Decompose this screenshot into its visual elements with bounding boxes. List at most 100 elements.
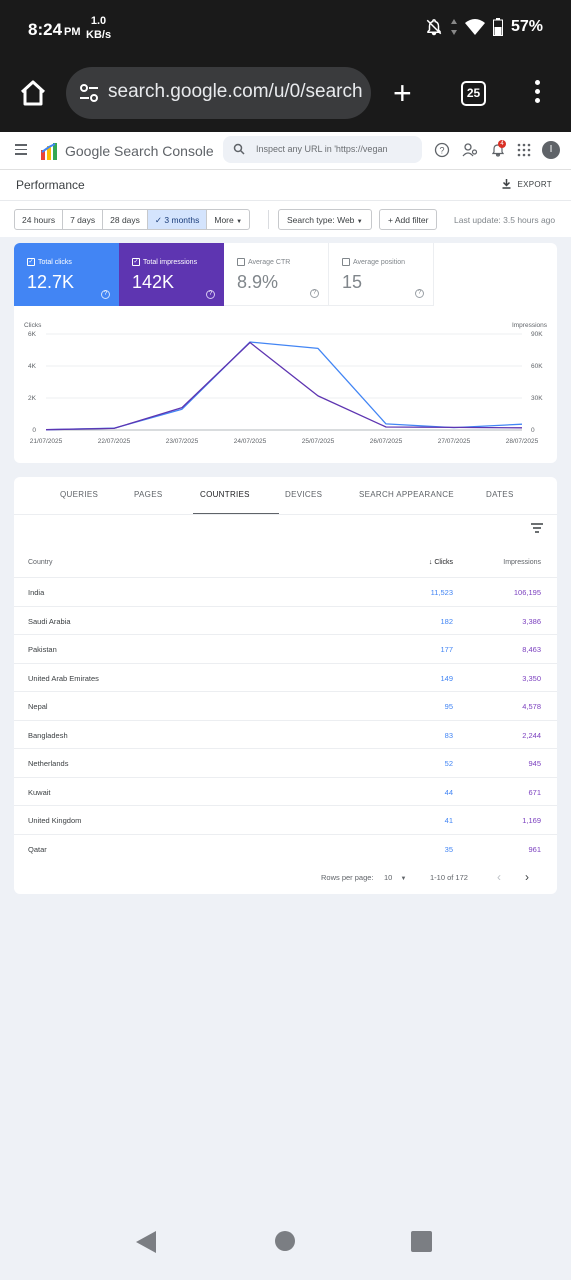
checkbox-unchecked-icon[interactable] bbox=[237, 258, 245, 266]
tab-search-appearance[interactable]: SEARCH APPEARANCE bbox=[359, 490, 454, 499]
help-icon[interactable]: ? bbox=[415, 289, 424, 298]
table-header: Country ↓ Clicks Impressions bbox=[14, 549, 557, 577]
metric-average-ctr[interactable]: Average CTR 8.9% ? bbox=[224, 243, 329, 306]
cell-clicks: 95 bbox=[444, 702, 453, 711]
table-row[interactable]: India 11,523 106,195 bbox=[14, 577, 557, 605]
add-filter-button[interactable]: + Add filter bbox=[379, 209, 438, 230]
gsc-header: Google Search Console Inspect any URL in… bbox=[0, 132, 571, 170]
checkbox-unchecked-icon[interactable] bbox=[342, 258, 350, 266]
back-icon[interactable] bbox=[135, 1230, 157, 1254]
cell-country: Bangladesh bbox=[28, 730, 68, 740]
menu-icon[interactable] bbox=[15, 144, 27, 158]
table-row[interactable]: Saudi Arabia 182 3,386 bbox=[14, 605, 557, 634]
cell-country: Netherlands bbox=[28, 759, 69, 768]
left-tick-label: 4K bbox=[28, 363, 37, 370]
notification-badge: 4 bbox=[498, 140, 506, 148]
dropdown-icon: ▼ bbox=[400, 876, 407, 882]
tab-devices[interactable]: DEVICES bbox=[285, 490, 323, 499]
cell-country: Qatar bbox=[28, 844, 47, 854]
tab-dates[interactable]: DATES bbox=[486, 490, 514, 499]
help-icon[interactable]: ? bbox=[101, 290, 110, 299]
recents-icon[interactable] bbox=[411, 1231, 432, 1252]
url-text[interactable]: search.google.com/u/0/search bbox=[108, 81, 363, 102]
range-24-hours[interactable]: 24 hours bbox=[15, 210, 64, 229]
column-header-clicks[interactable]: ↓ Clicks bbox=[428, 559, 453, 566]
browser-toolbar: search.google.com/u/0/search + 25 bbox=[0, 58, 571, 132]
table-row[interactable]: Netherlands 52 945 bbox=[14, 748, 557, 776]
svg-text:?: ? bbox=[439, 146, 444, 156]
browser-menu-icon[interactable] bbox=[532, 80, 542, 106]
table-row[interactable]: Pakistan 177 8,463 bbox=[14, 634, 557, 662]
tab-countries[interactable]: COUNTRIES bbox=[200, 490, 250, 499]
filter-rows-icon[interactable] bbox=[531, 523, 543, 533]
right-tick-label: 0 bbox=[531, 427, 535, 434]
battery-percent: 57% bbox=[510, 18, 543, 35]
table-row[interactable]: United Kingdom 41 1,169 bbox=[14, 805, 557, 833]
system-nav-bar bbox=[0, 1200, 571, 1280]
battery-icon bbox=[492, 18, 503, 36]
help-icon[interactable]: ? bbox=[206, 290, 215, 299]
tab-pages[interactable]: PAGES bbox=[134, 490, 163, 499]
metric-average-position[interactable]: Average position 15 ? bbox=[329, 243, 434, 306]
column-header-country[interactable]: Country bbox=[28, 559, 53, 566]
right-tick-label: 90K bbox=[531, 331, 543, 338]
data-arrows-icon bbox=[450, 19, 457, 35]
previous-page-icon[interactable]: ‹ bbox=[497, 870, 501, 884]
cell-clicks: 41 bbox=[444, 816, 453, 825]
table-row[interactable]: Nepal 95 4,578 bbox=[14, 691, 557, 719]
checkbox-checked-icon[interactable]: ✓ bbox=[27, 258, 35, 266]
table-row[interactable]: Bangladesh 83 2,244 bbox=[14, 719, 557, 748]
product-title: Google Search Console bbox=[65, 143, 214, 159]
help-icon[interactable]: ? bbox=[434, 142, 450, 158]
account-avatar[interactable]: I bbox=[542, 141, 560, 159]
active-tab-indicator bbox=[193, 513, 279, 515]
cell-impressions: 671 bbox=[528, 787, 541, 797]
address-bar[interactable]: search.google.com/u/0/search bbox=[66, 67, 371, 119]
sort-descending-icon: ↓ bbox=[428, 559, 435, 566]
home-icon[interactable] bbox=[18, 78, 48, 108]
next-page-icon[interactable]: › bbox=[525, 870, 529, 884]
manage-users-icon[interactable] bbox=[462, 142, 478, 158]
check-icon: ✓ bbox=[154, 215, 165, 225]
search-console-logo bbox=[41, 143, 57, 160]
tab-queries[interactable]: QUERIES bbox=[60, 490, 99, 499]
cell-country: United Kingdom bbox=[28, 816, 82, 825]
status-bar: 8:24 PM 1.0 KB/s 57% bbox=[0, 0, 571, 58]
range-3-months[interactable]: ✓ 3 months bbox=[147, 210, 208, 229]
rows-per-page-select[interactable]: 10 ▼ bbox=[384, 873, 407, 882]
x-tick-label: 23/07/2025 bbox=[166, 438, 199, 445]
search-icon bbox=[233, 143, 245, 155]
site-settings-icon[interactable] bbox=[78, 82, 100, 104]
home-nav-icon[interactable] bbox=[274, 1230, 296, 1252]
table-row[interactable]: Qatar 35 961 bbox=[14, 833, 557, 862]
new-tab-button[interactable]: + bbox=[393, 75, 412, 111]
table-row[interactable]: Kuwait 44 671 bbox=[14, 776, 557, 805]
help-icon[interactable]: ? bbox=[310, 289, 319, 298]
range-28-days[interactable]: 28 days bbox=[103, 210, 148, 229]
dropdown-icon: ▼ bbox=[356, 219, 363, 225]
range-7-days[interactable]: 7 days bbox=[63, 210, 104, 229]
range-more[interactable]: More ▼ bbox=[214, 215, 243, 225]
apps-grid-icon[interactable] bbox=[516, 142, 532, 158]
cell-impressions: 3,350 bbox=[522, 673, 541, 683]
table-row[interactable]: United Arab Emirates 149 3,350 bbox=[14, 662, 557, 691]
cell-clicks: 182 bbox=[440, 616, 453, 626]
filter-bar: 24 hours 7 days 28 days ✓ 3 months More … bbox=[0, 201, 571, 237]
cell-clicks: 149 bbox=[440, 673, 453, 683]
export-button[interactable]: EXPORT bbox=[502, 179, 552, 189]
tab-switcher-button[interactable]: 25 bbox=[461, 81, 486, 106]
performance-bar: Performance EXPORT bbox=[0, 170, 571, 201]
url-inspect-input[interactable]: Inspect any URL in 'https://vegan bbox=[223, 136, 422, 163]
search-type-filter[interactable]: Search type: Web ▼ bbox=[278, 209, 372, 230]
performance-card: ✓ Total clicks 12.7K ? ✓ Total impressions… bbox=[14, 243, 557, 463]
column-header-impressions[interactable]: Impressions bbox=[503, 559, 541, 566]
cell-country: Nepal bbox=[28, 702, 48, 711]
cell-impressions: 106,195 bbox=[513, 588, 541, 597]
checkbox-checked-icon[interactable]: ✓ bbox=[132, 258, 140, 266]
inspect-placeholder[interactable]: Inspect any URL in 'https://vegan bbox=[256, 144, 388, 154]
metric-total-impressions[interactable]: ✓ Total impressions 142K ? bbox=[119, 243, 224, 306]
cell-clicks: 52 bbox=[444, 759, 453, 768]
cell-impressions: 4,578 bbox=[522, 702, 541, 711]
metric-total-clicks[interactable]: ✓ Total clicks 12.7K ? bbox=[14, 243, 119, 306]
x-tick-label: 28/07/2025 bbox=[506, 438, 539, 445]
